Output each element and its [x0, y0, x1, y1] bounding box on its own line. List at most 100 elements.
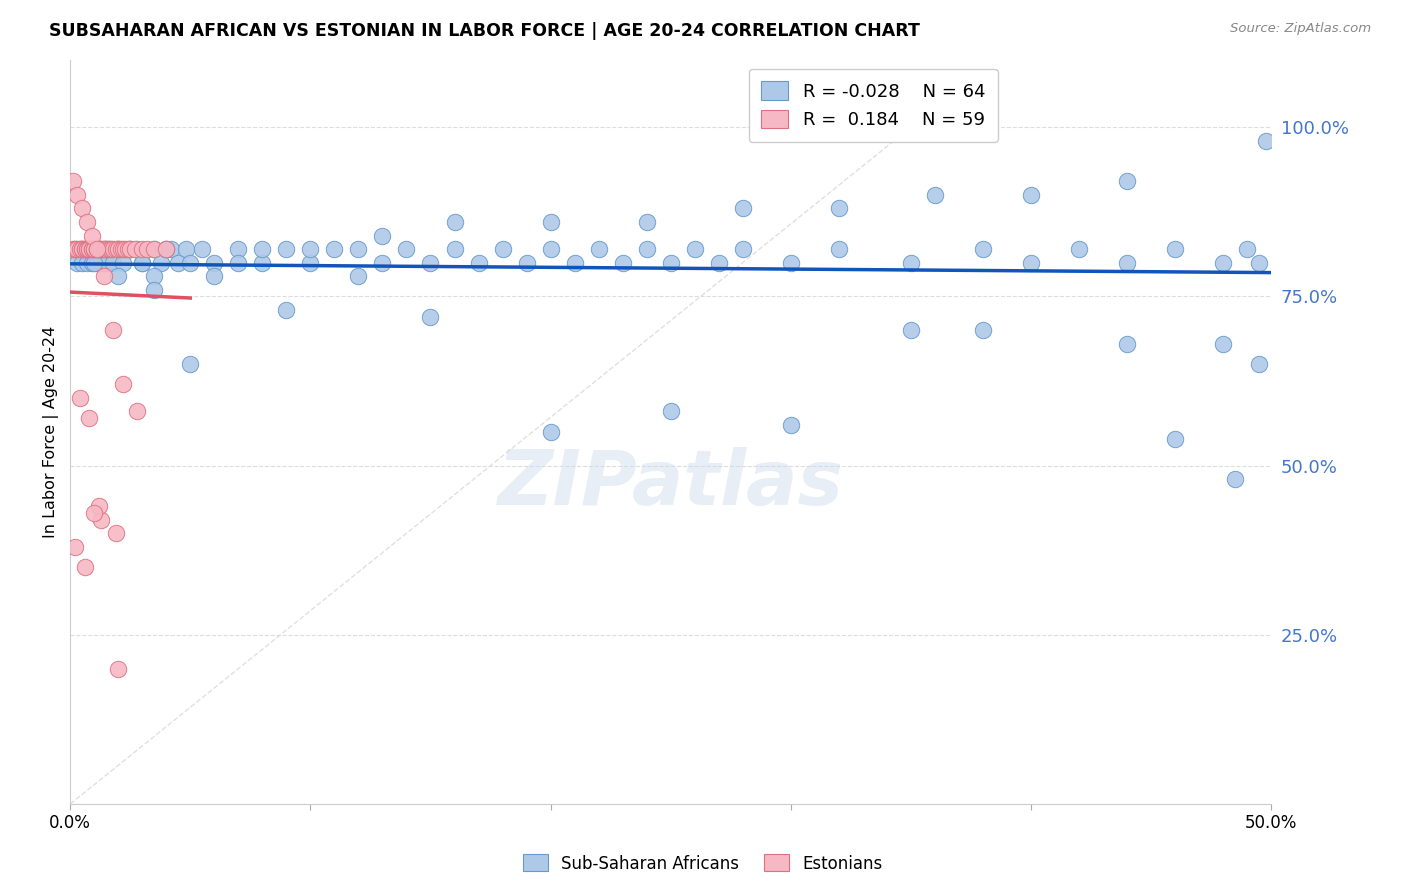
Point	[107, 242, 129, 256]
Point	[228, 255, 250, 269]
Point	[90, 242, 112, 256]
Point	[779, 255, 801, 269]
Point	[191, 242, 214, 256]
Point	[1116, 255, 1139, 269]
Point	[107, 242, 129, 256]
Point	[120, 242, 142, 256]
Point	[80, 255, 103, 269]
Point	[299, 242, 322, 256]
Point	[659, 255, 682, 269]
Point	[540, 242, 562, 256]
Point	[1212, 255, 1234, 269]
Point	[93, 269, 115, 284]
Point	[1223, 472, 1246, 486]
Point	[90, 255, 112, 269]
Point	[79, 242, 101, 256]
Point	[395, 242, 418, 256]
Point	[96, 242, 118, 256]
Point	[86, 255, 108, 269]
Point	[636, 242, 658, 256]
Point	[70, 242, 93, 256]
Point	[97, 242, 120, 256]
Point	[70, 202, 93, 216]
Point	[779, 417, 801, 432]
Point	[83, 255, 105, 269]
Point	[83, 242, 105, 256]
Point	[96, 242, 118, 256]
Point	[174, 242, 197, 256]
Point	[112, 242, 135, 256]
Point	[131, 255, 153, 269]
Point	[516, 255, 538, 269]
Point	[900, 323, 922, 337]
Point	[1116, 336, 1139, 351]
Point	[1249, 255, 1271, 269]
Point	[120, 242, 142, 256]
Point	[467, 255, 489, 269]
Point	[155, 242, 177, 256]
Text: ZIPatlas: ZIPatlas	[498, 447, 844, 521]
Point	[828, 242, 851, 256]
Point	[228, 242, 250, 256]
Point	[76, 242, 98, 256]
Point	[131, 242, 153, 256]
Point	[87, 242, 110, 256]
Point	[103, 255, 125, 269]
Point	[972, 323, 994, 337]
Point	[143, 283, 166, 297]
Point	[110, 242, 132, 256]
Point	[924, 188, 946, 202]
Point	[900, 255, 922, 269]
Point	[97, 242, 120, 256]
Point	[347, 269, 370, 284]
Point	[131, 255, 153, 269]
Point	[443, 215, 465, 229]
Point	[86, 242, 108, 256]
Point	[73, 560, 96, 574]
Point	[443, 242, 465, 256]
Point	[79, 411, 101, 425]
Point	[76, 255, 98, 269]
Point	[114, 242, 136, 256]
Point	[150, 255, 173, 269]
Point	[112, 255, 135, 269]
Point	[636, 215, 658, 229]
Point	[143, 242, 166, 256]
Point	[70, 242, 93, 256]
Point	[103, 242, 125, 256]
Point	[117, 242, 139, 256]
Point	[167, 255, 190, 269]
Point	[87, 242, 110, 256]
Point	[491, 242, 513, 256]
Point	[79, 242, 101, 256]
Point	[76, 215, 98, 229]
Point	[155, 242, 177, 256]
Point	[103, 323, 125, 337]
Point	[79, 242, 101, 256]
Point	[66, 255, 89, 269]
Point	[63, 242, 86, 256]
Point	[69, 242, 91, 256]
Point	[202, 269, 225, 284]
Point	[83, 506, 105, 520]
Point	[1212, 336, 1234, 351]
Legend: Sub-Saharan Africans, Estonians: Sub-Saharan Africans, Estonians	[516, 847, 890, 880]
Point	[83, 242, 105, 256]
Point	[83, 242, 105, 256]
Point	[299, 255, 322, 269]
Point	[70, 242, 93, 256]
Point	[87, 500, 110, 514]
Point	[371, 255, 394, 269]
Point	[1164, 432, 1187, 446]
Y-axis label: In Labor Force | Age 20-24: In Labor Force | Age 20-24	[44, 326, 59, 538]
Point	[63, 242, 86, 256]
Point	[659, 404, 682, 418]
Point	[683, 242, 706, 256]
Point	[73, 242, 96, 256]
Point	[66, 242, 89, 256]
Point	[73, 242, 96, 256]
Point	[87, 242, 110, 256]
Point	[70, 255, 93, 269]
Point	[419, 255, 441, 269]
Point	[90, 242, 112, 256]
